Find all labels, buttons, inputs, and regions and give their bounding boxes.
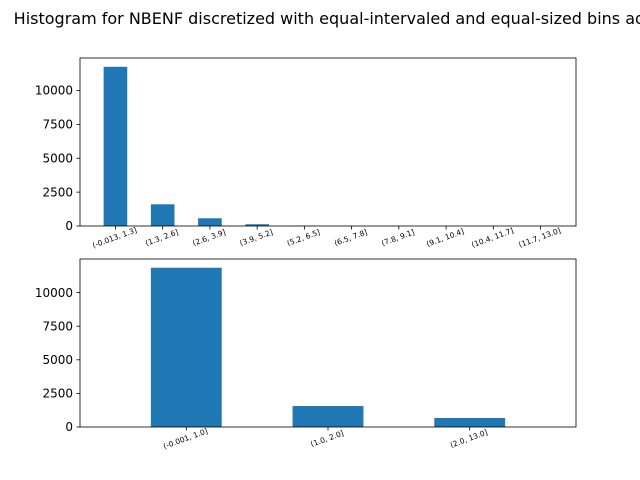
- axes-frame: [79, 57, 577, 227]
- x-tick-label: (2.6, 3.9]: [191, 228, 227, 248]
- x-tick-label: (9.1, 10.4]: [425, 227, 465, 249]
- x-tick-label: (3.9, 5.2]: [239, 228, 275, 248]
- x-tick-label: (6.5, 7.8]: [333, 228, 369, 248]
- y-tick-label: 2500: [42, 387, 73, 401]
- y-tick-label: 7500: [42, 118, 73, 132]
- bar: [150, 204, 175, 226]
- y-tick-label: 7500: [42, 319, 73, 333]
- chart-equal-interval: (-0.013, 1.3] (1.3, 2.6] (2.6, 3.9] (3.9, 5…: [35, 57, 577, 250]
- bar: [103, 66, 128, 226]
- chart-title: Histogram for NBENF discretized with equ…: [14, 9, 640, 29]
- x-tick-label: (-0.013, 1.3]: [91, 225, 138, 249]
- y-tick-label: 5000: [42, 151, 73, 165]
- x-tick-label: (5.2, 6.5]: [286, 228, 322, 248]
- x-tick-label: (10.4, 11.7]: [470, 226, 515, 250]
- x-tick-label: (11.7, 13.0]: [517, 226, 562, 250]
- x-tick-label: (1.0, 2.0]: [309, 429, 345, 449]
- axes-frame: [79, 258, 577, 428]
- bar: [292, 406, 364, 427]
- y-tick-label: 2500: [42, 185, 73, 199]
- y-tick-label: 10000: [35, 84, 73, 98]
- bar: [198, 218, 222, 226]
- x-tick-label: (7.8, 9.1]: [380, 228, 416, 248]
- y-tick-label: 5000: [42, 353, 73, 367]
- x-tick-label: (-0.001, 1.0]: [162, 426, 209, 450]
- bar: [150, 267, 222, 427]
- y-tick-label: 0: [65, 420, 73, 434]
- bar: [434, 417, 506, 427]
- x-tick-label: (2.0, 13.0]: [449, 428, 489, 450]
- x-tick-label: (1.3, 2.6]: [144, 228, 180, 248]
- bar: [245, 224, 269, 226]
- y-tick-label: 10000: [35, 286, 73, 300]
- chart-equal-size: (-0.001, 1.0] (1.0, 2.0] (2.0, 13.0] 0 2500 5…: [35, 258, 577, 451]
- y-tick-label: 0: [65, 219, 73, 233]
